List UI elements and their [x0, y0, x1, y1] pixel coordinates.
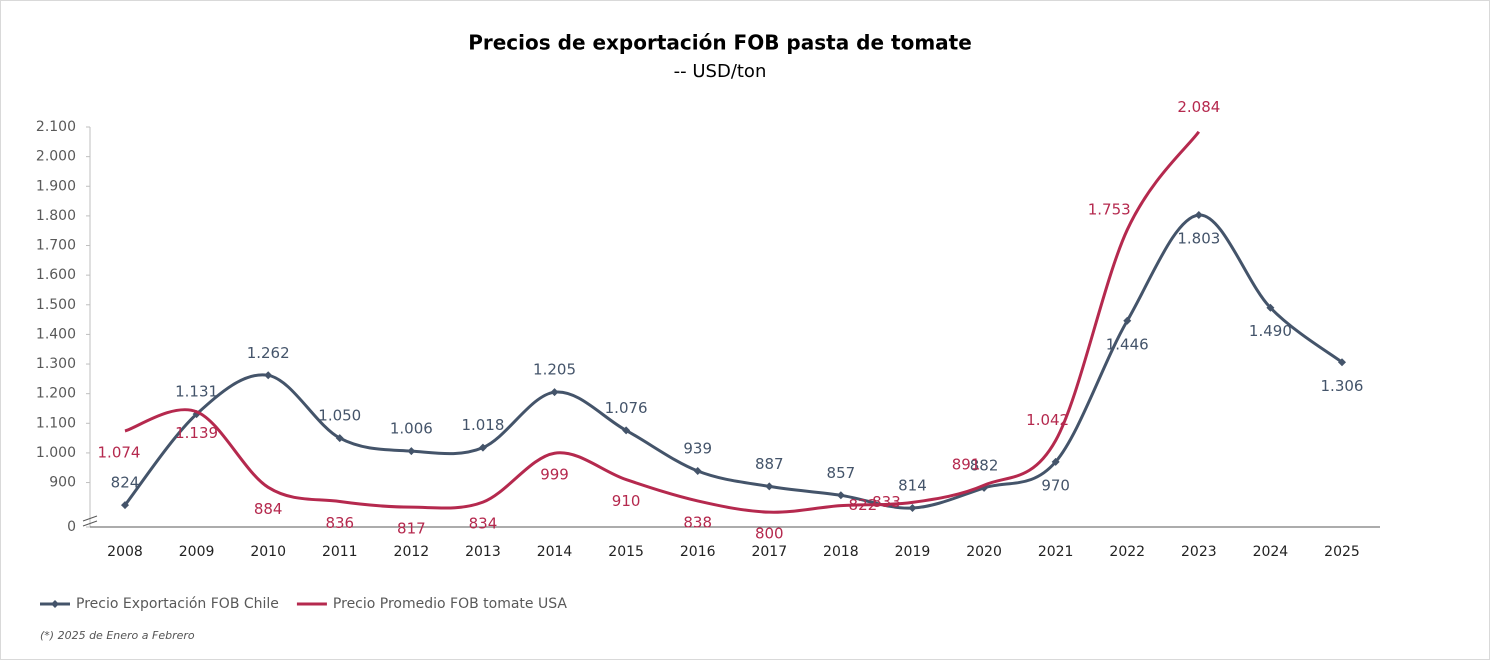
data-label: 1.753 [1088, 200, 1131, 218]
y-tick-label: 0 [67, 519, 76, 535]
data-label: 817 [397, 520, 426, 538]
chart-title: Precios de exportación FOB pasta de toma… [468, 31, 972, 55]
marker [1194, 211, 1203, 219]
data-label: 970 [1041, 476, 1070, 494]
data-label: 1.139 [175, 424, 218, 442]
x-tick-label: 2020 [966, 544, 1002, 560]
data-label: 1.050 [318, 407, 361, 425]
data-label: 1.205 [533, 361, 576, 379]
x-tick-label: 2014 [537, 544, 573, 560]
marker [1338, 358, 1346, 367]
x-tick-label: 2016 [680, 544, 716, 560]
x-tick-label: 2008 [107, 544, 143, 560]
x-tick-label: 2025 [1324, 544, 1360, 560]
marker [478, 443, 487, 452]
x-tick-label: 2022 [1109, 544, 1145, 560]
axis-break [82, 515, 98, 527]
x-tick-label: 2009 [179, 544, 215, 560]
data-label: 2.084 [1177, 98, 1220, 116]
data-label: 836 [325, 514, 354, 532]
data-label: 999 [540, 466, 569, 484]
data-label: 834 [469, 515, 498, 533]
y-tick-label: 1.700 [36, 238, 76, 254]
data-label: 833 [872, 493, 901, 511]
marker [1123, 316, 1132, 325]
data-label: 1.018 [461, 416, 504, 434]
data-label: 838 [683, 513, 712, 531]
series-line [124, 130, 1201, 514]
marker [622, 426, 631, 435]
y-tick-label: 1.400 [36, 326, 76, 342]
y-tick-label: 900 [49, 475, 76, 491]
legend-marker [51, 600, 59, 608]
data-label: 1.446 [1106, 335, 1149, 353]
x-tick-label: 2021 [1038, 544, 1074, 560]
footnote: (*) 2025 de Enero a Febrero [40, 629, 195, 642]
data-label: 1.803 [1177, 230, 1220, 248]
marker [264, 371, 273, 380]
data-label: 1.131 [175, 383, 218, 401]
data-label: 1.262 [247, 344, 290, 362]
y-tick-label: 1.900 [36, 178, 76, 194]
series-line [123, 213, 1343, 510]
y-tick-label: 1.600 [36, 267, 76, 283]
x-tick-label: 2012 [394, 544, 430, 560]
chart-subtitle: -- USD/ton [674, 61, 767, 82]
data-label: 1.490 [1249, 322, 1292, 340]
data-label: 891 [952, 456, 981, 474]
y-tick-label: 1.100 [36, 415, 76, 431]
x-tick-label: 2015 [608, 544, 644, 560]
data-label: 939 [683, 440, 712, 458]
x-tick-label: 2024 [1253, 544, 1289, 560]
data-label: 857 [827, 464, 856, 482]
x-tick-label: 2017 [751, 544, 787, 560]
data-label: 800 [755, 525, 784, 543]
data-label: 1.306 [1321, 377, 1364, 395]
y-tick-label: 1.300 [36, 356, 76, 372]
marker [836, 491, 845, 500]
data-label: 814 [898, 477, 927, 495]
data-label: 887 [755, 455, 784, 473]
data-label: 824 [111, 474, 140, 492]
data-label: 1.076 [605, 399, 648, 417]
marker [121, 501, 129, 510]
marker [407, 447, 416, 456]
y-tick-label: 2.000 [36, 149, 76, 165]
x-tick-label: 2023 [1181, 544, 1217, 560]
marker [765, 482, 774, 491]
x-tick-label: 2011 [322, 544, 358, 560]
marker [908, 504, 917, 513]
x-tick-label: 2013 [465, 544, 501, 560]
x-tick-label: 2019 [895, 544, 931, 560]
marker [1266, 303, 1275, 312]
y-tick-label: 1.500 [36, 297, 76, 313]
data-label: 910 [612, 492, 641, 510]
y-tick-label: 1.800 [36, 208, 76, 224]
y-tick-label: 2.100 [36, 119, 76, 135]
data-label: 1.074 [98, 444, 141, 462]
data-label: 882 [970, 456, 999, 474]
marker [550, 388, 559, 397]
marker [693, 467, 702, 475]
legend-label: Precio Exportación FOB Chile [76, 596, 279, 612]
y-tick-label: 1.000 [36, 445, 76, 461]
data-label: 1.006 [390, 420, 433, 438]
x-tick-label: 2010 [250, 544, 286, 560]
marker [1051, 457, 1060, 466]
data-label: 822 [849, 496, 878, 514]
data-label: 884 [254, 500, 283, 518]
data-label: 1.042 [1026, 411, 1069, 429]
marker [335, 434, 344, 443]
x-tick-label: 2018 [823, 544, 859, 560]
legend-label: Precio Promedio FOB tomate USA [333, 596, 567, 612]
y-tick-label: 1.200 [36, 386, 76, 402]
